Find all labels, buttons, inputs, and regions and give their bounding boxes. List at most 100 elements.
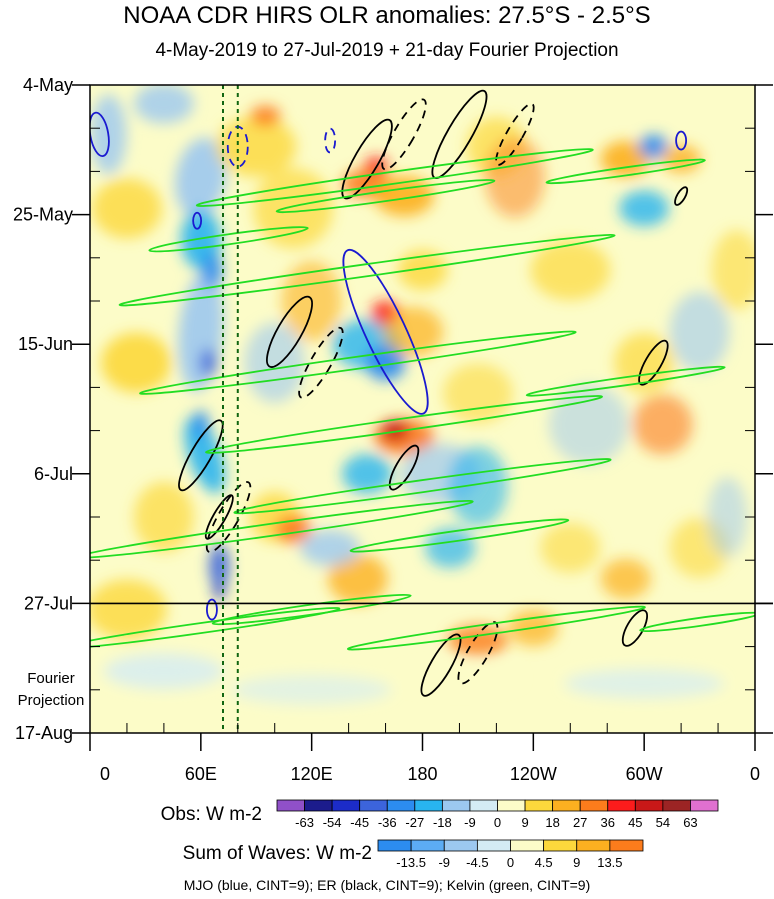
obs-colorbar-tick-label: -9	[464, 815, 476, 830]
anomaly-blob	[425, 527, 476, 568]
anomaly-blob	[380, 420, 409, 441]
obs-colorbar-tick-label: -18	[433, 815, 452, 830]
waves-colorbar-swatch	[443, 839, 478, 852]
obs-colorbar-tick-label: 9	[521, 815, 528, 830]
mjo-contour	[206, 598, 218, 621]
kelvin-contour	[233, 458, 612, 515]
obs-colorbar-tick-label: 54	[656, 815, 670, 830]
obs-colorbar-swatch	[331, 799, 361, 812]
er-contour	[205, 481, 252, 553]
y-tick-label: 17-Aug	[15, 723, 73, 743]
kelvin-contour	[90, 499, 474, 559]
anomaly-blob	[192, 410, 209, 439]
anomaly-blob	[300, 529, 361, 566]
anomaly-blob	[90, 579, 167, 640]
er-contour	[204, 494, 234, 540]
waves-colorbar-swatch	[609, 839, 644, 852]
anomaly-blob	[619, 190, 670, 227]
anomaly-blob	[101, 332, 172, 393]
anomaly-blob	[200, 348, 217, 377]
anomaly-blob	[216, 116, 297, 177]
anomaly-blob	[209, 544, 230, 589]
anomaly-blob	[669, 291, 730, 372]
obs-colorbar-swatch	[359, 799, 388, 812]
kelvin-contour	[90, 607, 341, 650]
y-tick-label: 25-May	[13, 205, 73, 225]
waves-colorbar-tick-label: 4.5	[535, 855, 553, 870]
anomaly-blob	[133, 85, 194, 124]
y-tick-label: 4-May	[23, 75, 73, 95]
mjo-contour	[342, 248, 429, 415]
contour-legend-footer: MJO (blue, CINT=9); ER (black, CINT=9); …	[183, 877, 591, 893]
obs-colorbar-tick-label: 0	[494, 815, 501, 830]
chart-title: NOAA CDR HIRS OLR anomalies: 27.5°S - 2.…	[123, 2, 651, 29]
anomaly-blob	[91, 178, 162, 239]
obs-colorbar-swatch	[304, 799, 333, 812]
anomaly-blob	[214, 583, 225, 600]
obs-colorbar-tick-label: 63	[683, 815, 697, 830]
y-tick-label: 15-Jun	[18, 334, 73, 354]
anomaly-blob	[638, 134, 669, 159]
anomaly-blob	[231, 674, 392, 705]
waves-colorbar-swatch	[543, 839, 578, 852]
x-tick-label: 0	[100, 764, 110, 784]
projection-label-line1: Fourier	[27, 670, 75, 687]
er-contour	[638, 339, 669, 386]
anomaly-blob	[447, 625, 508, 656]
obs-colorbar-tick-label: -36	[378, 815, 397, 830]
anomaly-blob	[540, 522, 601, 573]
obs-colorbar-tick-label: -63	[295, 815, 314, 830]
er-contour	[298, 326, 344, 399]
mjo-contour	[192, 211, 203, 230]
waves-colorbar-tick-label: 0	[507, 855, 514, 870]
obs-colorbar-swatch	[386, 799, 416, 812]
anomaly-blob	[364, 157, 389, 174]
anomaly-blob	[383, 306, 444, 357]
waves-colorbar-swatch	[476, 839, 511, 852]
obs-colorbar-swatch	[607, 799, 636, 812]
obs-colorbar-tick-label: -54	[323, 815, 342, 830]
waves-colorbar-swatch	[377, 839, 412, 852]
obs-colorbar-tick-label: 27	[573, 815, 587, 830]
obs-colorbar-swatch	[552, 799, 581, 812]
obs-colorbar-tick-label: -27	[405, 815, 424, 830]
obs-colorbar-tick-label: 36	[601, 815, 615, 830]
anomaly-blob	[184, 417, 225, 494]
x-tick-label: 120W	[510, 764, 557, 784]
kelvin-contour	[545, 158, 706, 185]
anomaly-blob	[342, 453, 393, 494]
er-contour	[674, 186, 689, 206]
projection-label-line2: Projection	[17, 692, 85, 709]
anomaly-blob	[600, 141, 651, 178]
er-contour	[266, 295, 313, 368]
obs-colorbar-swatch	[441, 799, 471, 812]
x-tick-label: 180	[407, 764, 437, 784]
mjo-contour	[324, 127, 337, 154]
obs-colorbar-swatch	[690, 799, 719, 812]
anomaly-blob	[133, 482, 194, 552]
waves-colorbar-swatch	[510, 839, 545, 852]
obs-colorbar-swatch	[414, 799, 443, 812]
waves-colorbar-tick-label: -9	[438, 855, 450, 870]
obs-colorbar-swatch	[634, 799, 664, 812]
anomaly-blob	[103, 653, 224, 690]
anomaly-blob	[327, 553, 388, 604]
obs-colorbar-swatch	[469, 799, 498, 812]
kelvin-contour	[525, 365, 726, 397]
x-tick-label: 60E	[185, 764, 217, 784]
anomaly-blob	[711, 230, 755, 311]
anomaly-blob	[707, 477, 748, 557]
obs-colorbar-swatch	[662, 799, 691, 812]
anomaly-blob	[399, 665, 520, 690]
obs-colorbar-tick-label: -45	[350, 815, 369, 830]
x-tick-label: 0	[750, 764, 760, 784]
waves-colorbar-tick-label: 9	[573, 855, 580, 870]
waves-colorbar-swatch	[410, 839, 445, 852]
anomaly-blob	[397, 250, 448, 291]
x-tick-label: 120E	[291, 764, 333, 784]
obs-colorbar-swatch	[524, 799, 554, 812]
kelvin-contour	[148, 226, 309, 253]
waves-colorbar-tick-label: -4.5	[466, 855, 488, 870]
anomaly-blob	[564, 668, 725, 699]
